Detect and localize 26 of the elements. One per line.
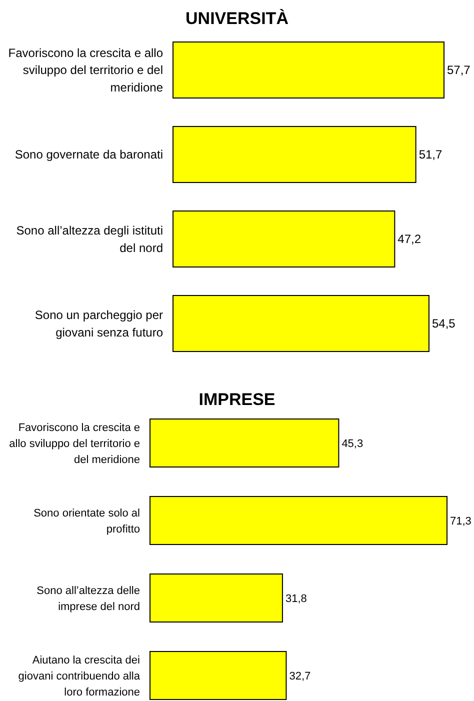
y-tick-label: Sono all’altezza delle imprese del nord [36, 584, 140, 613]
y-tick-label: Sono all’altezza degli istituti del nord [16, 224, 163, 255]
bar [150, 418, 340, 468]
chart-title: IMPRESE [198, 390, 276, 409]
y-tick-label: Sono orientate solo al profitto [34, 507, 140, 536]
chart-title: UNIVERSITÀ [186, 8, 288, 28]
data-label: 45,3 [342, 438, 364, 450]
y-tick-label: Sono un parcheggio per giovani senza futuro [34, 308, 164, 340]
data-label: 31,8 [285, 592, 307, 605]
data-label: 57,7 [447, 63, 471, 78]
data-label: 32,7 [289, 670, 311, 682]
bar [172, 295, 430, 352]
y-tick-label: Sono governate da baronati [14, 148, 163, 162]
data-label: 47,2 [398, 232, 422, 246]
bar [150, 574, 283, 622]
y-tick-label: Favoriscono la crescita e allo sviluppo del territorio e del meridione [8, 46, 164, 95]
data-label: 54,5 [432, 316, 456, 331]
data-label: 51,7 [418, 148, 442, 162]
data-label: 71,3 [450, 515, 472, 528]
bar [150, 496, 448, 545]
y-tick-label: Favoriscono la crescita e allo sviluppo del territorio e del meridione [9, 422, 140, 466]
bar [150, 651, 287, 700]
bar [172, 42, 444, 98]
bar [172, 126, 416, 183]
y-tick-label: Aiutano la crescita dei giovani contribuendo alla loro formazione [18, 654, 141, 698]
bar [172, 210, 396, 268]
